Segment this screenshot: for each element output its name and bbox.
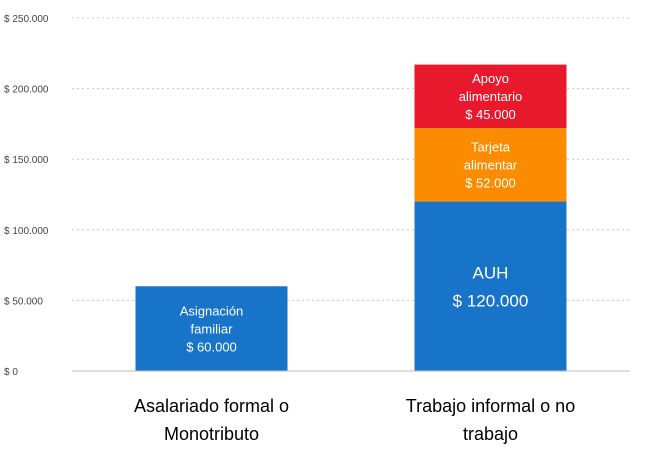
y-axis: $ 0 $ 50.000 $ 100.000 $ 150.000 $ 200.000 $ … [4, 14, 49, 378]
x-category-label: Trabajo informal o no trabajo [406, 396, 575, 444]
bars: Asignación familiar $ 60.000 AUH $ 120.000 Ta… [135, 64, 567, 371]
bar-segment [135, 286, 288, 371]
data-label: Asignación familiar $ 60.000 [180, 303, 244, 354]
bar-segment [414, 128, 567, 202]
x-axis: Asalariado formal o Monotributo Trabajo in… [72, 370, 630, 444]
bar-segment [414, 201, 567, 371]
data-label: AUH $ 120.000 [453, 263, 529, 310]
y-tick-label: $ 200.000 [4, 85, 49, 96]
bar-segment [414, 64, 567, 129]
x-category-label: Asalariado formal o Monotributo [134, 396, 289, 444]
y-tick-label: $ 100.000 [4, 226, 49, 237]
y-tick-label: $ 250.000 [4, 14, 49, 25]
data-label: Apoyo alimentario $ 45.000 [459, 71, 523, 122]
data-label: Tarjeta alimentar $ 52.000 [464, 140, 518, 191]
y-tick-label: $ 50.000 [4, 296, 43, 307]
y-tick-label: $ 150.000 [4, 155, 49, 166]
y-tick-label: $ 0 [4, 367, 18, 378]
